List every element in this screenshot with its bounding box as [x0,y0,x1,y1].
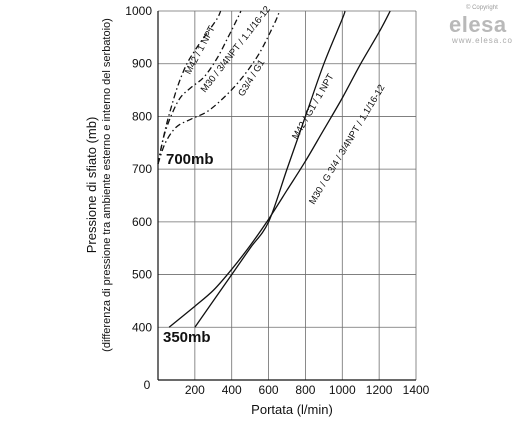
series-line-1 [157,10,222,165]
elesa-logo: © Copyright elesa www.elesa.com [449,4,512,45]
x-tick-label-200: 200 [185,383,205,397]
y-axis-subtitle: (differenza di pressione tra ambiente es… [101,18,113,352]
x-tick-label-400: 400 [222,383,242,397]
axes [157,11,416,381]
y-tick-label-1000: 1000 [125,4,152,18]
series-label-m42-1npt: M42 / 1 NPT [183,24,218,76]
tick-labels: 400 500 600 700 800 900 1000 200 400 600 800 1000 12… [125,4,429,397]
series-label-m42-g1-1npt: M42 / G1 / 1 NPT [290,72,337,142]
x-tick-label-1200: 1200 [366,383,393,397]
x-tick-label-600: 600 [259,383,279,397]
series-label-m30-34npt: M30 / 3/4NPT / 1.1/16-12 [199,4,273,95]
origin-label: 0 [144,378,151,392]
logo-copyright: © Copyright [466,4,498,11]
y-tick-label-500: 500 [132,268,152,282]
y-tick-label-600: 600 [132,215,152,229]
y-tick-label-400: 400 [132,320,152,334]
series-line-5 [168,10,391,328]
annotation-350mb: 350mb [163,329,211,346]
x-tick-label-1400: 1400 [403,383,430,397]
y-tick-label-700: 700 [132,162,152,176]
x-tick-label-1000: 1000 [329,383,356,397]
y-tick-label-900: 900 [132,57,152,71]
y-axis-title: Pressione di sfiato (mb) [84,117,99,254]
series-line-3 [157,10,281,165]
y-tick-label-800: 800 [132,109,152,123]
series-group [157,10,391,328]
grid [158,10,417,380]
logo-url: www.elesa.com [451,36,512,45]
logo-brand: elesa [449,12,507,37]
annotation-700mb: 700mb [166,151,214,168]
x-tick-label-800: 800 [295,383,315,397]
series-line-4 [194,10,346,328]
x-axis-title: Portata (l/min) [251,402,333,417]
